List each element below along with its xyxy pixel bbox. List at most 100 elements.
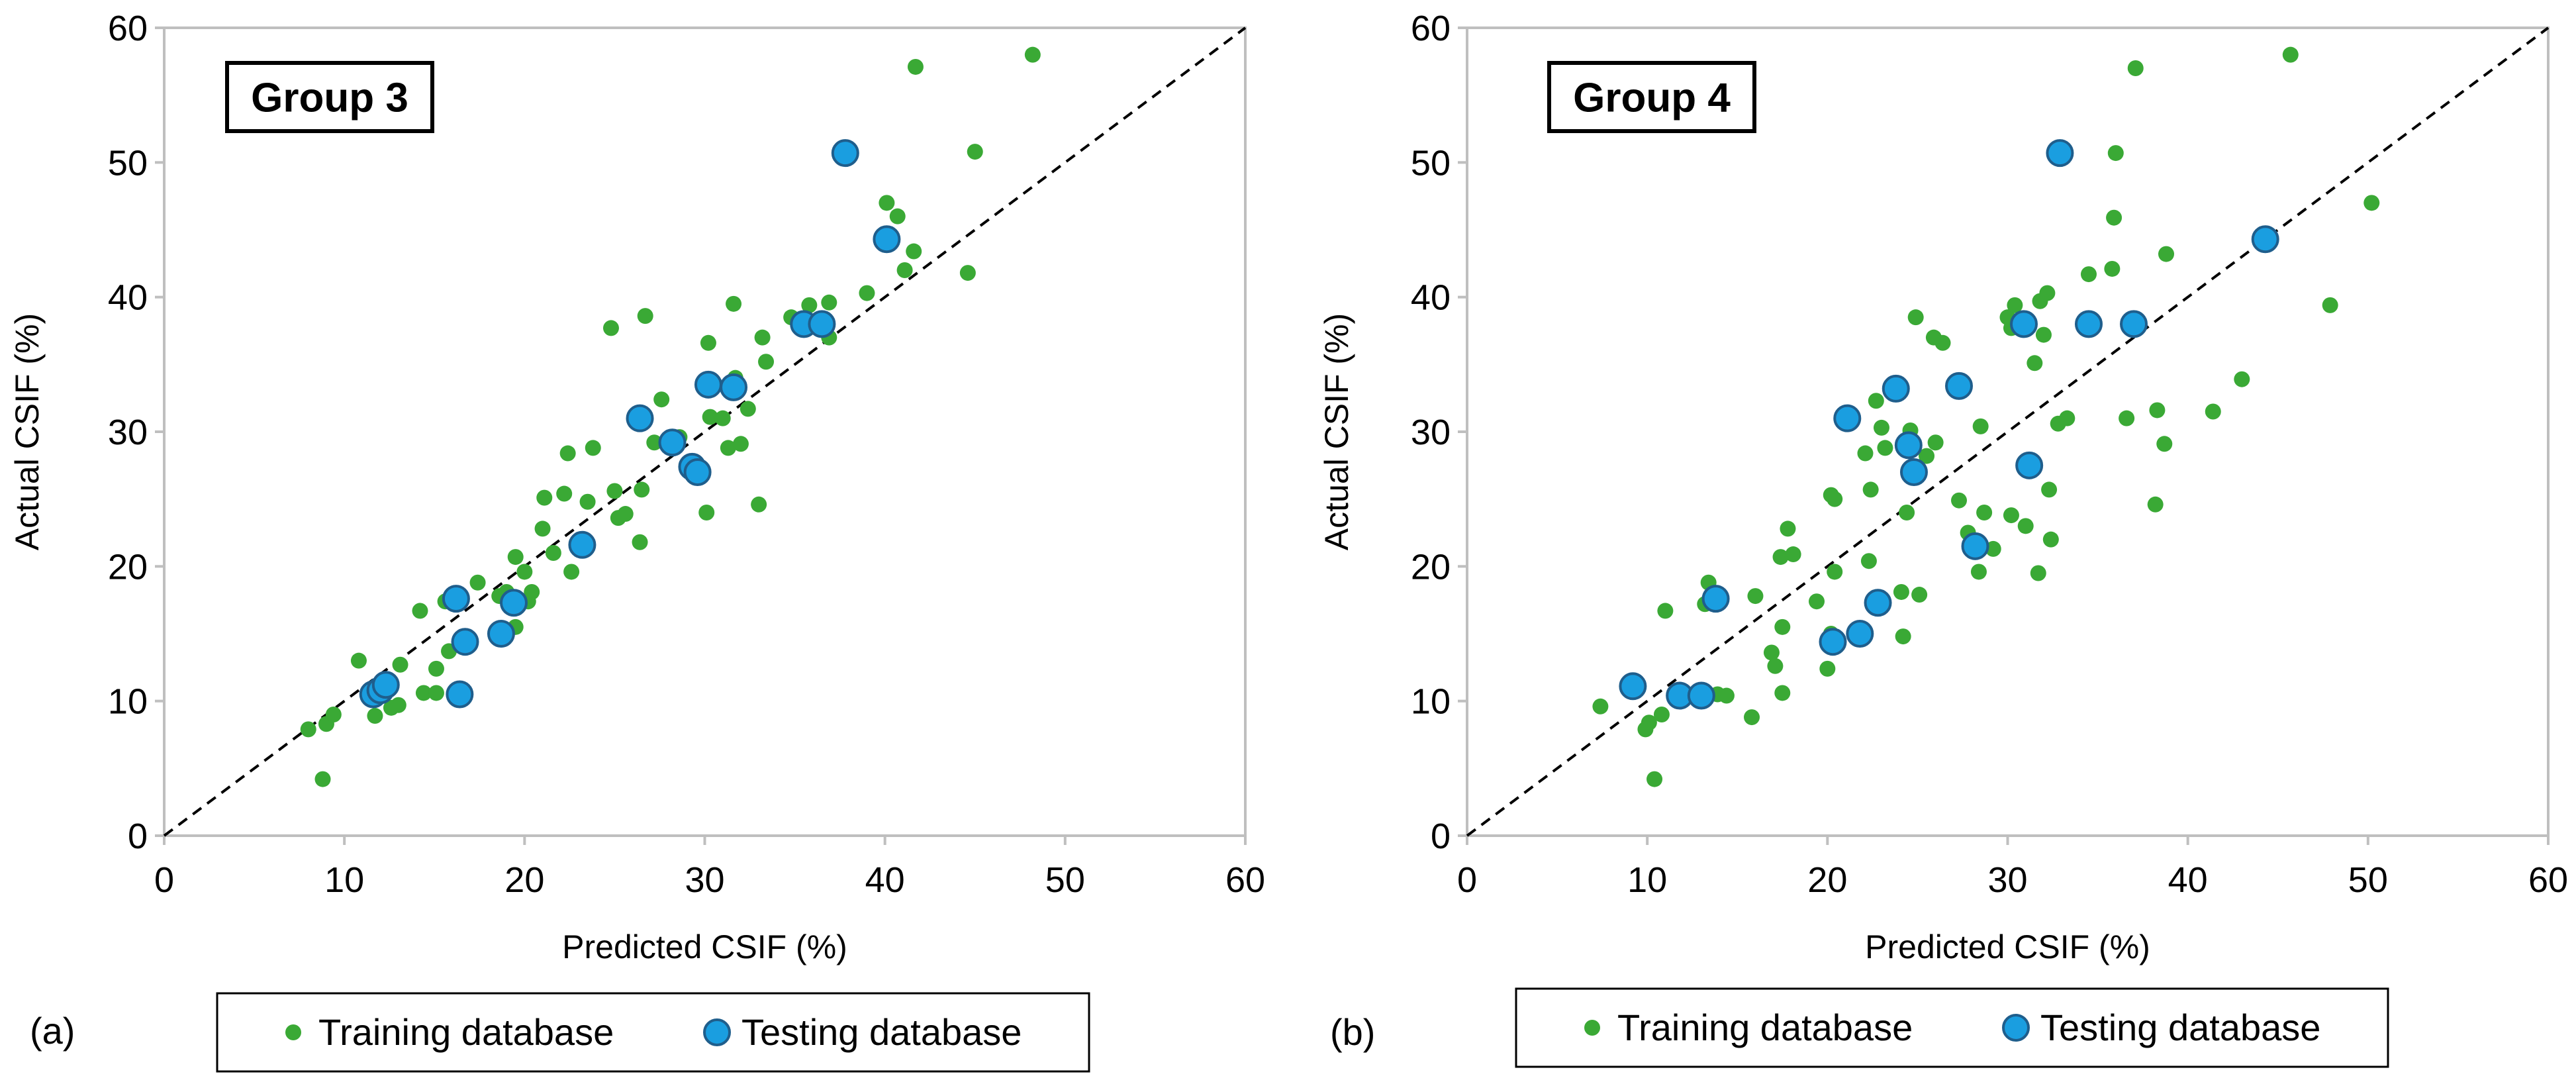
training-point bbox=[1893, 583, 1909, 600]
y-tick-label: 40 bbox=[108, 278, 148, 318]
training-point bbox=[2149, 402, 2166, 419]
training-point bbox=[2080, 266, 2097, 283]
y-tick-label: 30 bbox=[1411, 413, 1451, 452]
training-point bbox=[556, 485, 573, 502]
training-point bbox=[534, 520, 551, 537]
training-point bbox=[415, 685, 432, 701]
training-point bbox=[602, 320, 619, 336]
training-point bbox=[2234, 371, 2250, 387]
training-point bbox=[879, 195, 895, 211]
chart-panel-a: 0 10 20 30 40 50 60 0 10 20 30 40 50 60 Predicted CSIF… bbox=[9, 9, 1265, 1073]
training-point bbox=[1862, 481, 1879, 498]
training-point bbox=[1860, 553, 1877, 569]
testing-point bbox=[1961, 532, 1989, 560]
testing-point bbox=[2074, 310, 2103, 338]
training-point bbox=[2107, 145, 2124, 162]
x-tick-label: 10 bbox=[324, 860, 364, 900]
training-point bbox=[698, 505, 715, 520]
training-point bbox=[314, 771, 331, 787]
chart-title: Group 4 bbox=[1573, 75, 1731, 121]
x-tick-label: 60 bbox=[2528, 860, 2568, 900]
training-point bbox=[559, 445, 576, 462]
testing-point bbox=[371, 671, 400, 699]
training-point bbox=[563, 564, 580, 580]
training-point bbox=[545, 545, 561, 561]
training-point bbox=[2363, 195, 2380, 211]
y-tick-label: 0 bbox=[128, 816, 148, 856]
training-point bbox=[1919, 448, 1935, 464]
training-point bbox=[634, 481, 650, 498]
training-point bbox=[1774, 618, 1791, 635]
testing-point bbox=[658, 428, 687, 457]
training-point bbox=[2205, 403, 2221, 420]
x-axis-label: Predicted CSIF (%) bbox=[562, 928, 847, 965]
training-point bbox=[1907, 309, 1924, 326]
training-point bbox=[959, 265, 976, 281]
training-point bbox=[428, 685, 444, 701]
training-point bbox=[1641, 715, 1657, 731]
training-point bbox=[2007, 297, 2023, 313]
x-tick-label: 40 bbox=[2168, 860, 2208, 900]
training-point bbox=[2147, 496, 2164, 513]
training-point bbox=[889, 208, 906, 224]
training-point bbox=[2035, 326, 2052, 343]
training-point bbox=[2156, 436, 2173, 452]
testing-point bbox=[694, 370, 722, 399]
training-point bbox=[1911, 587, 1928, 603]
training-point bbox=[606, 483, 623, 499]
legend-training-label: Training database bbox=[318, 1011, 614, 1053]
training-point bbox=[739, 401, 756, 417]
training-point bbox=[1785, 546, 1801, 563]
panel-label: (b) bbox=[1330, 1011, 1375, 1053]
training-point bbox=[2106, 209, 2123, 226]
training-point bbox=[907, 58, 924, 75]
testing-point bbox=[1894, 431, 1923, 460]
testing-point bbox=[1882, 374, 1910, 403]
training-point bbox=[1747, 588, 1764, 605]
testing-point bbox=[2046, 139, 2074, 168]
legend: Training database Testing database bbox=[216, 992, 1090, 1073]
y-tick-label: 60 bbox=[108, 9, 148, 48]
training-point bbox=[967, 144, 983, 160]
chart-title-box bbox=[1547, 61, 1756, 133]
legend-testing-label: Testing database bbox=[2040, 1007, 2320, 1048]
training-point bbox=[469, 574, 486, 591]
training-point bbox=[507, 549, 524, 566]
training-point bbox=[1657, 603, 1674, 619]
training-point bbox=[653, 391, 670, 408]
testing-series bbox=[1619, 139, 2279, 710]
y-tick-label: 50 bbox=[108, 143, 148, 183]
training-series bbox=[1592, 46, 2380, 787]
training-point bbox=[2042, 531, 2059, 548]
training-point bbox=[1827, 564, 1843, 580]
training-point bbox=[350, 652, 367, 669]
testing-point bbox=[1846, 620, 1874, 648]
training-point bbox=[1774, 685, 1791, 701]
testing-point bbox=[1945, 371, 1974, 400]
training-point bbox=[1873, 419, 1889, 436]
chart-panel-b: 0 10 20 30 40 50 60 0 10 20 30 40 50 60 Predicted CSIF… bbox=[1318, 9, 2568, 1068]
training-point bbox=[2158, 246, 2175, 262]
training-point bbox=[325, 707, 342, 722]
training-point bbox=[2322, 297, 2338, 313]
training-point bbox=[412, 603, 428, 619]
legend-training-marker bbox=[1584, 1020, 1600, 1036]
training-point bbox=[732, 436, 749, 452]
training-point bbox=[702, 409, 718, 425]
testing-point bbox=[1864, 589, 1892, 617]
testing-point bbox=[1833, 404, 1862, 432]
training-point bbox=[1899, 505, 1915, 520]
training-point bbox=[579, 493, 596, 510]
y-axis-label: Actual CSIF (%) bbox=[9, 313, 46, 550]
training-point bbox=[754, 329, 771, 346]
y-tick-label: 20 bbox=[1411, 547, 1451, 587]
training-point bbox=[1868, 393, 1884, 409]
training-point bbox=[2017, 518, 2034, 534]
training-point bbox=[2003, 507, 2019, 524]
training-point bbox=[536, 489, 553, 506]
training-point bbox=[1976, 505, 1993, 520]
training-series bbox=[300, 46, 1041, 787]
training-point bbox=[1592, 698, 1609, 715]
x-tick-label: 20 bbox=[504, 860, 544, 900]
training-point bbox=[2041, 481, 2058, 498]
